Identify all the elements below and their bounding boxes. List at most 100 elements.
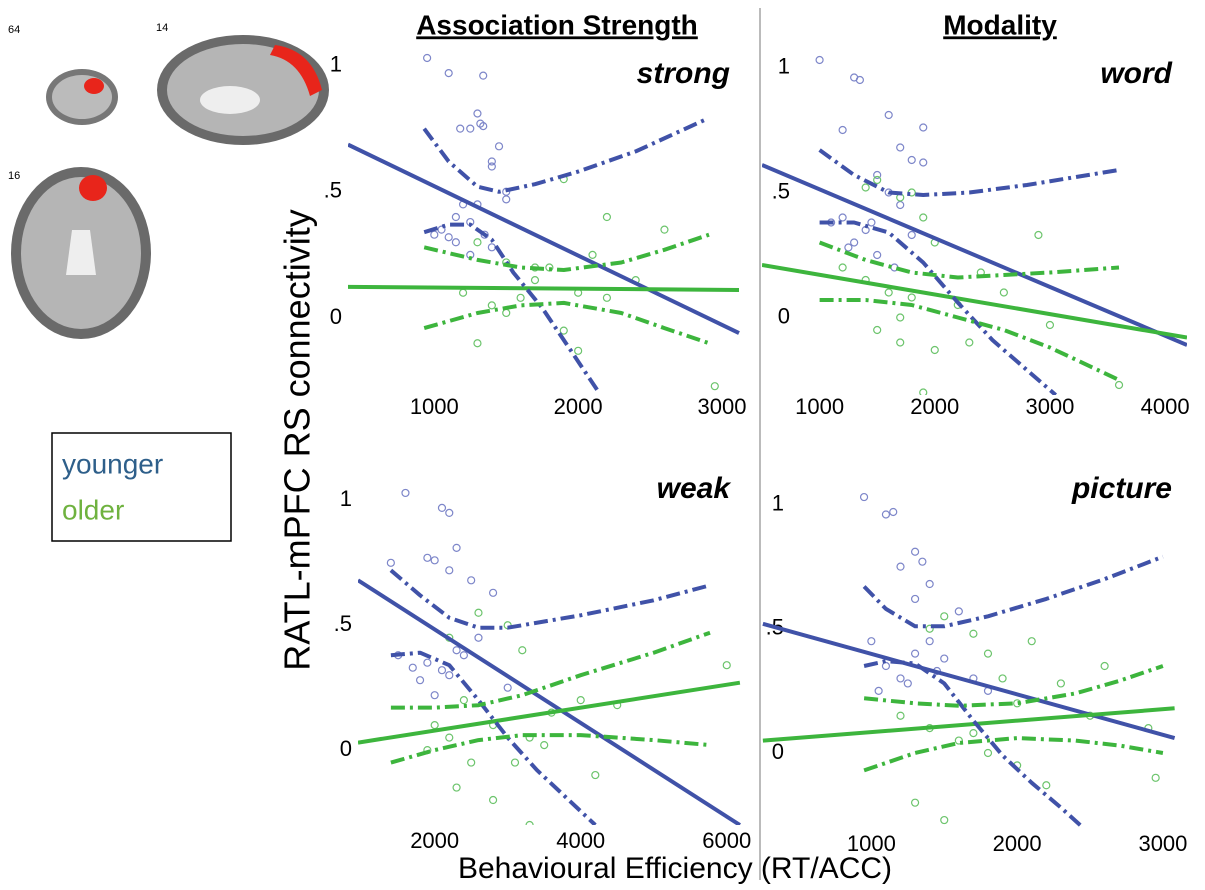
x-tick-label: 3000 [1138, 831, 1187, 856]
point [1045, 320, 1055, 330]
point [518, 646, 527, 655]
x-tick-label: 2000 [410, 828, 459, 853]
point [430, 230, 439, 239]
confidence-band [390, 650, 597, 825]
point [722, 661, 731, 670]
point [525, 820, 534, 825]
point [444, 69, 453, 78]
panel: 0 .5 1 2000 4000 6000 weak [334, 472, 752, 853]
point [983, 649, 993, 658]
point [488, 795, 498, 805]
point [873, 325, 882, 335]
plot-area [762, 55, 1187, 395]
point [456, 124, 465, 133]
column-header: Association Strength [416, 9, 698, 40]
point [940, 654, 949, 663]
point [503, 683, 512, 692]
y-tick-label: 0 [330, 304, 342, 329]
point [445, 508, 454, 517]
point [881, 510, 891, 519]
confidence-band [422, 116, 709, 194]
point [660, 225, 669, 234]
point [473, 238, 482, 247]
point [1151, 773, 1160, 782]
point [881, 661, 891, 671]
point [452, 783, 461, 792]
point [896, 200, 905, 210]
point [487, 243, 496, 252]
panel-title: word [1100, 57, 1172, 90]
y-tick-label: .5 [334, 611, 352, 636]
point [930, 345, 939, 355]
point [430, 691, 439, 700]
point [1027, 637, 1036, 646]
point [919, 158, 928, 167]
y-tick-label: 1 [778, 53, 790, 78]
point [919, 213, 928, 222]
confidence-band [863, 664, 1164, 708]
activation [270, 45, 322, 96]
point [466, 124, 475, 133]
panel: 0 .5 1 1000 2000 3000 strong [324, 51, 747, 418]
point [444, 233, 453, 242]
x-axis-label: Behavioural Efficiency (RT/ACC) [458, 852, 892, 885]
slice-label: 16 [8, 170, 20, 182]
y-tick-label: .5 [324, 178, 342, 203]
point [910, 594, 920, 604]
point [451, 238, 460, 247]
point [423, 53, 432, 63]
point [910, 798, 920, 807]
point [965, 338, 974, 347]
point [458, 288, 468, 297]
column-header: Modality [943, 9, 1057, 40]
regression-line [762, 706, 1175, 743]
regression-line [762, 263, 1187, 340]
y-tick-label: 1 [772, 490, 784, 515]
point [1056, 679, 1065, 688]
point [452, 543, 461, 552]
slice-label: 14 [156, 22, 168, 34]
point [889, 507, 898, 517]
point [1100, 661, 1109, 671]
point [494, 142, 504, 151]
point [907, 230, 916, 240]
point [437, 503, 447, 512]
point [838, 125, 847, 135]
point [591, 770, 600, 780]
x-tick-label: 2000 [554, 394, 603, 419]
point [430, 721, 439, 730]
x-tick-label: 1000 [795, 394, 844, 419]
point [874, 686, 883, 695]
point [903, 679, 912, 688]
point [487, 301, 496, 310]
point [907, 293, 916, 302]
point [540, 741, 549, 750]
point [896, 674, 905, 683]
x-tick-label: 1000 [847, 831, 896, 856]
confidence-band [423, 300, 710, 346]
confidence-band [862, 554, 1164, 629]
panel-title: picture [1071, 472, 1172, 505]
point [1114, 380, 1124, 390]
point [445, 671, 454, 680]
point [940, 815, 949, 825]
point [969, 629, 978, 638]
point [896, 143, 905, 152]
point [467, 758, 476, 767]
x-tick-label: 4000 [556, 828, 605, 853]
point [867, 637, 876, 646]
point [918, 557, 927, 566]
point [896, 562, 905, 571]
point [861, 183, 870, 192]
point [925, 624, 934, 633]
point [873, 170, 882, 180]
confidence-band [863, 659, 1085, 829]
point [479, 122, 488, 131]
confidence-band [423, 232, 710, 272]
x-tick-label: 4000 [1141, 394, 1190, 419]
y-tick-label: 0 [340, 736, 352, 761]
y-tick-label: 0 [772, 739, 784, 764]
legend-box [51, 432, 232, 542]
point [474, 608, 483, 617]
